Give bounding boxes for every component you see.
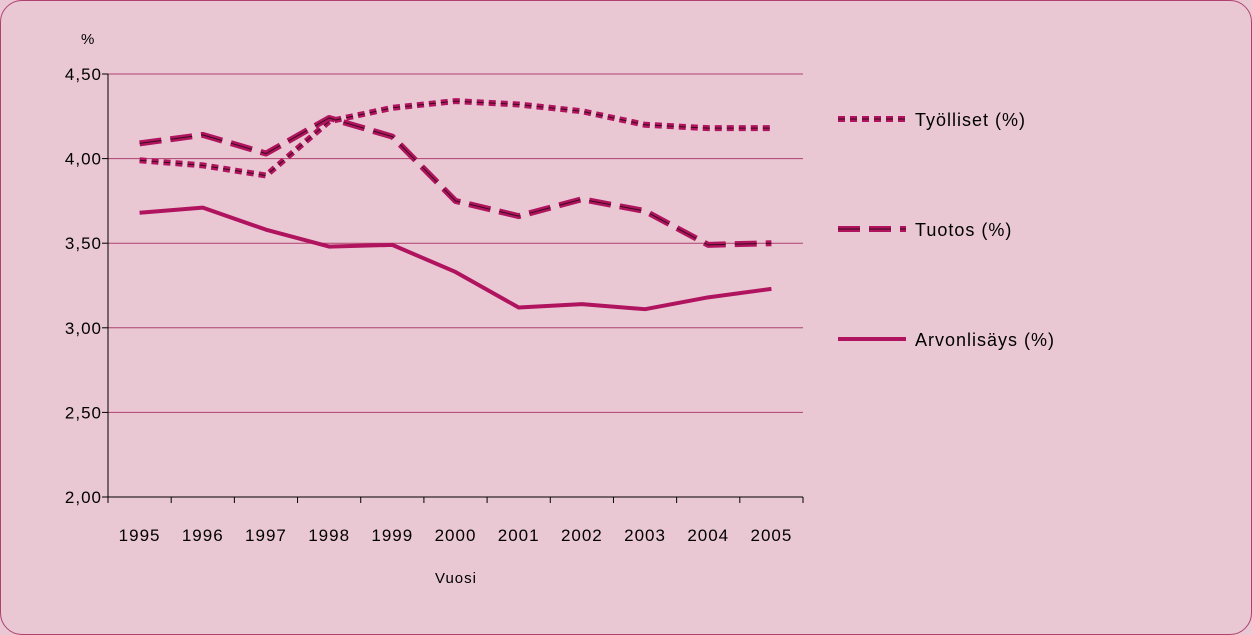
series-line: [139, 205, 772, 312]
x-tick-label: 1998: [308, 526, 350, 545]
y-tick-label: 4,50: [65, 65, 102, 84]
legend-label: Arvonlisäys (%): [915, 330, 1055, 350]
series-line-inner: [139, 117, 772, 246]
legend-item-2: Tuotos (%): [838, 220, 1012, 240]
x-tick-label: 1996: [182, 526, 224, 545]
legend: Työlliset (%) Tuotos (%) Arvonlisäys (%): [838, 110, 1055, 350]
series-line: [139, 98, 772, 179]
legend-label: Tuotos (%): [915, 220, 1012, 240]
series-3: [139, 205, 772, 312]
x-axis-title: Vuosi: [435, 570, 477, 587]
gridlines: [108, 73, 803, 413]
y-tick-label: 3,50: [65, 234, 102, 253]
y-tick-label: 4,00: [65, 150, 102, 169]
series-1: [139, 98, 772, 179]
tick-labels: 2,00 2,50 3,00 3,50 4,00 4,50 1995 1996 1997 1998…: [65, 65, 792, 545]
series-lines: [139, 98, 772, 312]
legend-label: Työlliset (%): [915, 110, 1026, 130]
x-tick-label: 2003: [624, 526, 666, 545]
legend-item-1: Työlliset (%): [838, 110, 1026, 130]
x-tick-label: 1997: [245, 526, 287, 545]
axes: [102, 73, 804, 503]
x-tick-label: 2004: [687, 526, 729, 545]
series-2: [139, 114, 772, 248]
y-axis-title: %: [81, 31, 95, 48]
legend-item-3: Arvonlisäys (%): [838, 330, 1055, 350]
x-tick-label: 2000: [435, 526, 477, 545]
y-tick-label: 2,50: [65, 403, 102, 422]
series-line-inner: [139, 100, 772, 177]
x-tick-label: 2005: [750, 526, 792, 545]
x-tick-label: 1999: [371, 526, 413, 545]
series-line: [139, 114, 772, 248]
y-tick-label: 2,00: [65, 488, 102, 507]
x-tick-label: 2001: [498, 526, 540, 545]
x-tick-label: 2002: [561, 526, 603, 545]
x-tick-label: 1995: [119, 526, 161, 545]
y-tick-label: 3,00: [65, 319, 102, 338]
